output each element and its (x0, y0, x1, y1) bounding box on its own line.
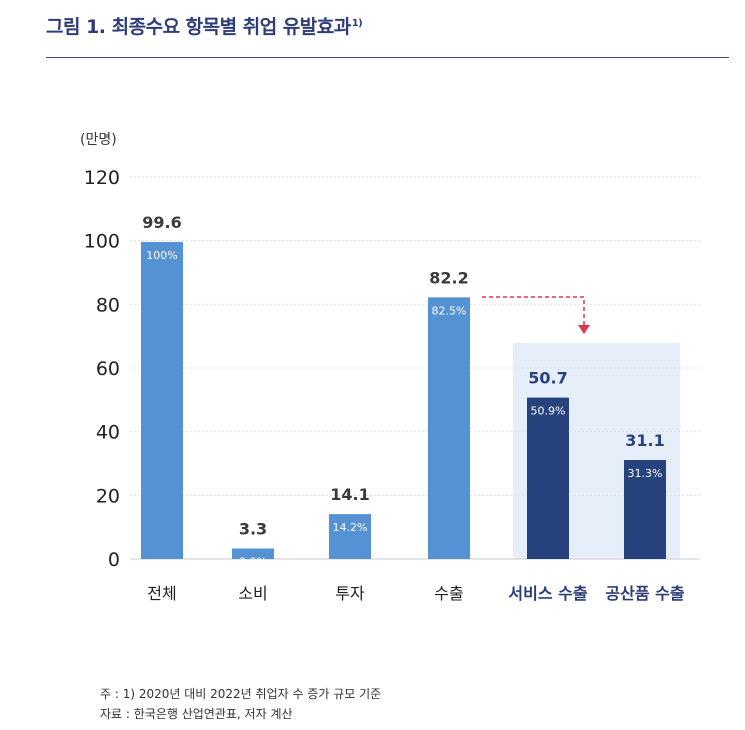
x-tick-label: 서비스 수출 (508, 584, 587, 603)
y-tick-label: 0 (108, 549, 120, 571)
arrow-head (578, 325, 590, 334)
value-label: 99.6 (142, 213, 181, 232)
footnote-source: 자료 : 한국은행 산업연관표, 저자 계산 (100, 707, 293, 721)
x-tick-label: 투자 (335, 584, 365, 603)
y-tick-label: 80 (96, 294, 120, 316)
bar (624, 459, 666, 559)
share-label: 3.3% (239, 555, 267, 568)
x-tick-label: 소비 (238, 584, 267, 603)
y-tick-label: 20 (96, 485, 120, 507)
y-tick-label: 120 (84, 167, 120, 189)
x-tick-label: 전체 (147, 584, 176, 603)
y-tick-label: 60 (96, 358, 120, 380)
share-label: 100% (146, 249, 177, 262)
y-tick-label: 40 (96, 422, 120, 444)
x-tick-label: 공산품 수출 (605, 584, 684, 603)
chart-title: 그림 1. 최종수요 항목별 취업 유발효과1) (46, 12, 363, 39)
footnotes: 주 : 1) 2020년 대비 2022년 취업자 수 증가 규모 기준 자료 … (100, 684, 381, 724)
bar (329, 514, 371, 559)
value-label: 31.1 (625, 431, 664, 450)
bar (232, 548, 274, 559)
bar (428, 297, 470, 559)
y-tick-label: 100 (84, 231, 120, 253)
share-label: 50.9% (531, 405, 566, 418)
title-divider (46, 57, 729, 58)
y-axis-unit: (만명) (80, 132, 117, 148)
share-label: 82.5% (432, 304, 467, 317)
chart-title-text: 그림 1. 최종수요 항목별 취업 유발효과 (46, 16, 351, 38)
x-tick-label: 수출 (434, 584, 463, 603)
value-label: 50.7 (528, 369, 567, 388)
value-label: 3.3 (239, 519, 267, 538)
arrow-connector (482, 296, 585, 325)
chart-title-footnote-mark: 1) (351, 17, 363, 29)
bar-chart: 0 20 40 60 80 100 120 (만명) 99.6 100% 전체 3.3 3.3% 소비 14… (80, 132, 700, 603)
share-label: 14.2% (333, 521, 368, 534)
bar (141, 241, 183, 559)
bar (527, 397, 569, 559)
value-label: 14.1 (330, 485, 369, 504)
share-label: 31.3% (628, 467, 663, 480)
footnote-note: 주 : 1) 2020년 대비 2022년 취업자 수 증가 규모 기준 (100, 687, 382, 701)
value-label: 82.2 (429, 268, 468, 287)
